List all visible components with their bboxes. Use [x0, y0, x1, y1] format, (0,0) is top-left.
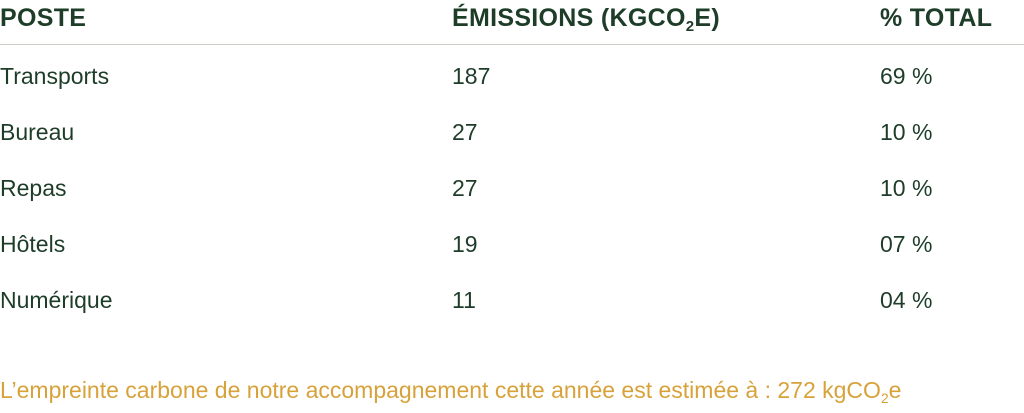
- footer-note: L’empreinte carbone de notre accompagnem…: [0, 377, 902, 406]
- row-value: 04 %: [880, 287, 933, 313]
- header-text: E): [694, 4, 720, 32]
- footer-text: e: [888, 377, 902, 403]
- row-value: 69 %: [880, 63, 933, 89]
- row-value: 19: [452, 231, 478, 257]
- row-value: 10 %: [880, 175, 933, 201]
- header-cell: POSTE: [0, 4, 87, 32]
- header-cell: % TOTAL: [880, 4, 993, 32]
- header-rule: [0, 44, 1024, 45]
- row-value: 187: [452, 63, 491, 89]
- row-label: Numérique: [0, 287, 113, 313]
- footer-text: L’empreinte carbone de notre accompagnem…: [0, 377, 881, 403]
- footer-subscript: 2: [880, 391, 889, 406]
- row-label: Bureau: [0, 119, 75, 145]
- row-value: 11: [452, 287, 476, 313]
- header-cell: ÉMISSIONS (KGCO2E): [452, 4, 720, 35]
- header-subscript: 2: [685, 18, 695, 35]
- row-value: 27: [452, 119, 478, 145]
- row-value: 27: [452, 175, 478, 201]
- row-label: Repas: [0, 175, 67, 201]
- row-label: Transports: [0, 63, 110, 89]
- row-value: 10 %: [880, 119, 933, 145]
- row-label: Hôtels: [0, 231, 66, 257]
- header-text: ÉMISSIONS (KGCO: [452, 4, 686, 32]
- row-value: 07 %: [880, 231, 933, 257]
